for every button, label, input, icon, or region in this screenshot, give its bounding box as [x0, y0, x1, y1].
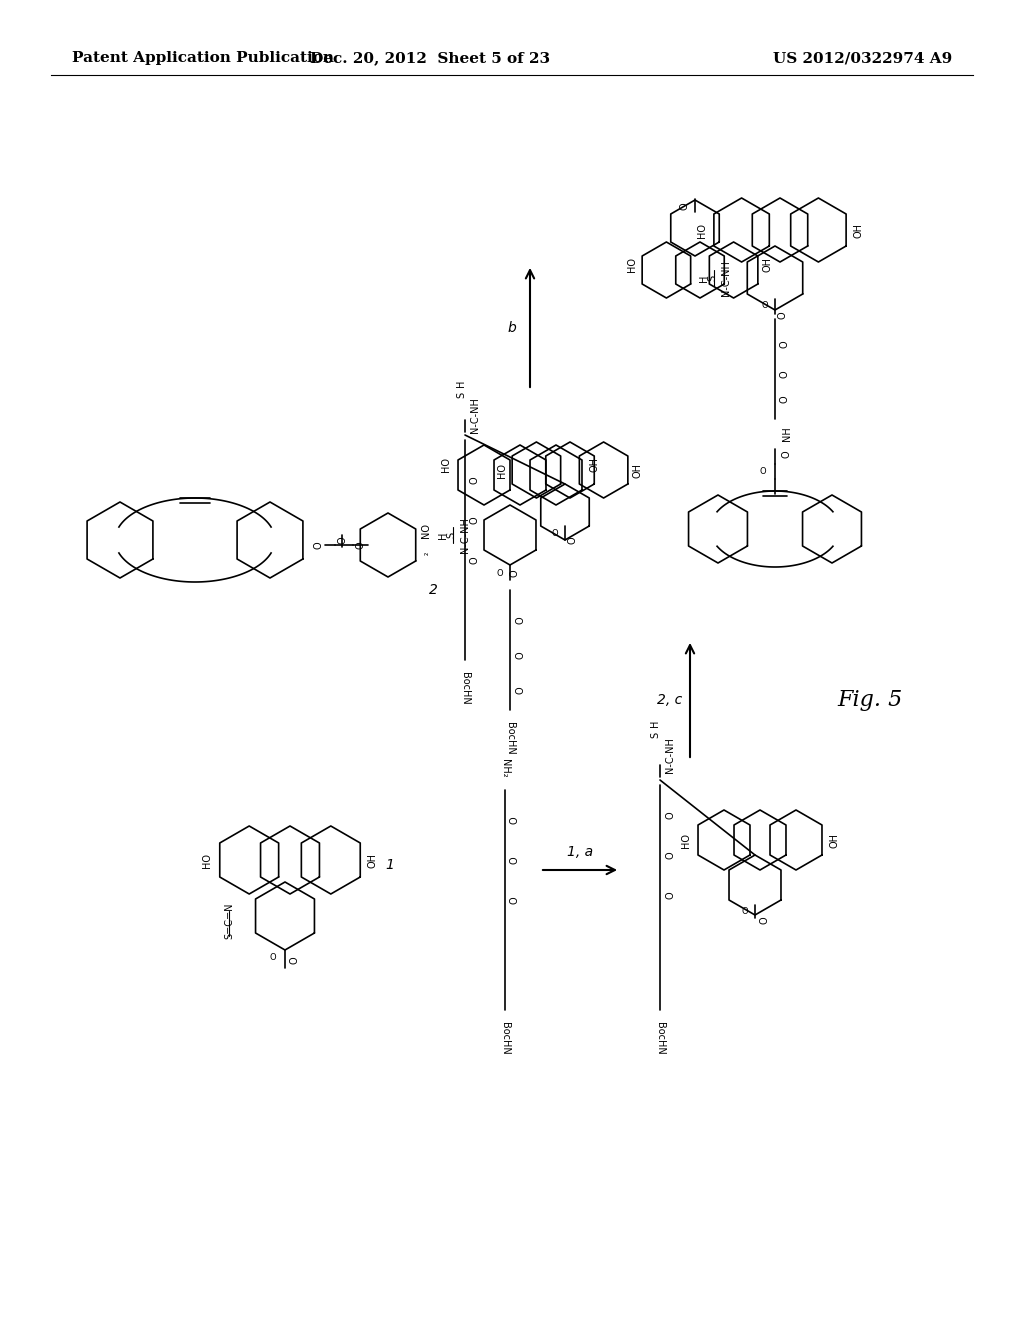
Text: O: O — [515, 616, 525, 624]
Text: N-C-NH: N-C-NH — [721, 260, 731, 296]
Text: O: O — [665, 851, 675, 859]
Text: O: O — [510, 569, 520, 577]
Text: O: O — [515, 686, 525, 694]
Text: O: O — [269, 953, 276, 962]
Text: S=C=N: S=C=N — [224, 903, 234, 940]
Text: O: O — [665, 891, 675, 899]
Text: O: O — [510, 857, 520, 863]
Text: O: O — [760, 916, 770, 924]
Text: HO: HO — [628, 257, 637, 272]
Text: O: O — [515, 651, 525, 659]
Text: NO: NO — [421, 523, 431, 537]
Text: O: O — [338, 536, 348, 544]
Text: NH₂: NH₂ — [500, 759, 510, 777]
Text: O: O — [510, 816, 520, 824]
Text: OH: OH — [368, 853, 378, 867]
Text: Dec. 20, 2012  Sheet 5 of 23: Dec. 20, 2012 Sheet 5 of 23 — [310, 51, 550, 65]
Text: Patent Application Publication: Patent Application Publication — [72, 51, 334, 65]
Text: BocHN: BocHN — [460, 672, 470, 705]
Text: O: O — [510, 896, 520, 904]
Text: O: O — [470, 477, 480, 484]
Text: N-C-NH: N-C-NH — [665, 737, 675, 774]
Text: BocHN: BocHN — [500, 1022, 510, 1055]
Text: 2, c: 2, c — [657, 693, 683, 708]
Text: S: S — [650, 731, 660, 738]
Text: O: O — [780, 395, 790, 403]
Text: OH: OH — [829, 833, 839, 847]
Text: O: O — [356, 541, 366, 549]
Text: O: O — [497, 569, 504, 578]
Text: S: S — [707, 275, 717, 281]
Text: H: H — [650, 719, 660, 727]
Text: HO: HO — [681, 833, 691, 847]
Text: NH: NH — [782, 426, 792, 441]
Text: O: O — [760, 466, 766, 475]
Text: OH: OH — [763, 257, 772, 272]
Text: O: O — [568, 536, 578, 544]
Text: HO: HO — [202, 853, 212, 867]
Text: BocHN: BocHN — [655, 1022, 665, 1055]
Text: O: O — [680, 202, 690, 210]
Text: O: O — [780, 341, 790, 347]
Text: b: b — [508, 321, 516, 334]
Text: O: O — [552, 528, 558, 537]
Text: 2: 2 — [429, 583, 437, 597]
Text: O: O — [313, 541, 323, 549]
Text: O: O — [762, 301, 768, 310]
Text: HO: HO — [498, 462, 508, 478]
Text: O: O — [470, 516, 480, 524]
Text: O: O — [665, 812, 675, 818]
Text: N-C-NH: N-C-NH — [460, 517, 470, 553]
Text: BocHN: BocHN — [505, 722, 515, 755]
Text: OH: OH — [589, 458, 599, 473]
Text: OH: OH — [853, 223, 863, 238]
Text: O: O — [470, 556, 480, 564]
Text: ₂: ₂ — [422, 552, 430, 554]
Text: HO: HO — [441, 458, 451, 473]
Text: O: O — [780, 370, 790, 378]
Text: OH: OH — [633, 462, 643, 478]
Text: HO: HO — [696, 223, 707, 238]
Text: S: S — [446, 532, 456, 539]
Text: N-C-NH: N-C-NH — [470, 397, 480, 433]
Text: H: H — [456, 379, 466, 387]
Text: H: H — [699, 275, 709, 281]
Text: O: O — [782, 450, 792, 458]
Text: O: O — [741, 908, 749, 916]
Text: O: O — [778, 312, 788, 319]
Text: 1: 1 — [385, 858, 394, 873]
Text: H: H — [438, 532, 449, 539]
Text: O: O — [290, 956, 300, 964]
Text: S: S — [456, 392, 466, 399]
Text: Fig. 5: Fig. 5 — [838, 689, 902, 711]
Text: 1, a: 1, a — [567, 845, 593, 859]
Text: US 2012/0322974 A9: US 2012/0322974 A9 — [773, 51, 952, 65]
